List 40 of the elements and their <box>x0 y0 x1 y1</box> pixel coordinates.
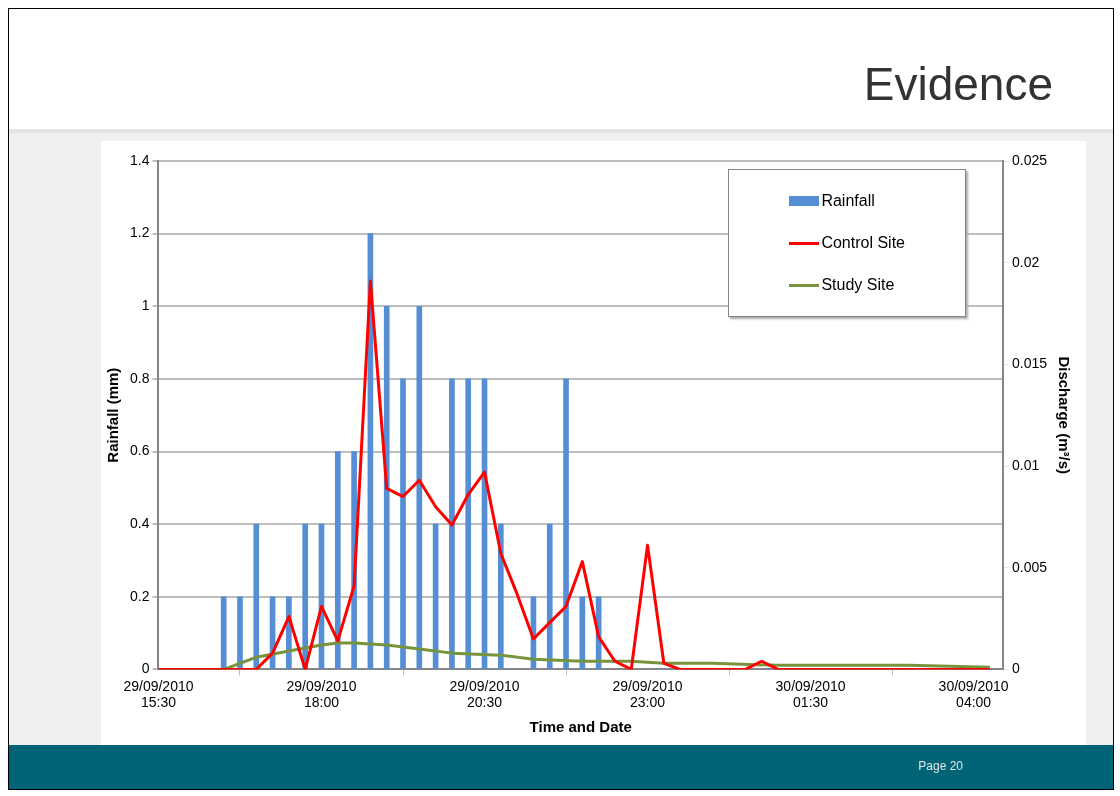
bar <box>465 378 472 669</box>
x-axis-title: Time and Date <box>529 718 632 736</box>
text: Page 20 <box>918 759 963 773</box>
legend-label: Study Site <box>821 276 895 294</box>
y-tick-label: 1.4 <box>129 151 150 168</box>
bar <box>546 523 553 669</box>
chart-title: Evidence <box>863 57 1053 111</box>
y2-tick-label: 0.015 <box>1011 355 1048 372</box>
bar <box>334 451 341 669</box>
y2-tick-label: 0.005 <box>1011 558 1048 575</box>
bar <box>237 596 243 669</box>
x-tick-label: 29/09/2010 18:00 <box>286 677 357 711</box>
y-tick-label: 0 <box>141 660 150 677</box>
y-axis-title: Rainfall (mm) <box>104 367 122 463</box>
x-tick-label: 30/09/2010 01:30 <box>775 677 846 711</box>
x-tick-label: 29/09/2010 15:30 <box>123 677 194 711</box>
bar <box>220 596 227 669</box>
bar <box>416 305 423 669</box>
bar <box>449 378 455 669</box>
y-tick-label: 0.2 <box>129 587 150 604</box>
y-tick-label: 1 <box>141 297 150 314</box>
y-tick-label: 1.2 <box>129 224 150 241</box>
y2-tick-label: 0.01 <box>1011 456 1040 473</box>
y-tick-label: 0.8 <box>129 369 150 386</box>
bar <box>253 523 260 669</box>
y-tick-label: 0.4 <box>129 515 150 531</box>
x-tick-label: 30/09/2010 04:00 <box>938 677 1009 711</box>
x-tick-label: 29/09/2010 23:00 <box>612 677 683 711</box>
bar <box>383 305 390 669</box>
y2-tick-label: 0.025 <box>1011 151 1048 168</box>
y-tick-label: 0.6 <box>129 442 150 459</box>
legend-label: Control Site <box>821 234 905 252</box>
bar <box>302 523 309 669</box>
bar <box>400 378 406 669</box>
y2-axis-title: Discharge (m³/s) <box>1055 356 1073 474</box>
x-tick-label: 29/09/2010 20:30 <box>449 677 520 711</box>
legend-label: Rainfall <box>821 192 875 210</box>
y2-tick-label: 0 <box>1011 660 1020 677</box>
bar <box>563 378 569 669</box>
y2-tick-label: 0.02 <box>1011 253 1040 270</box>
